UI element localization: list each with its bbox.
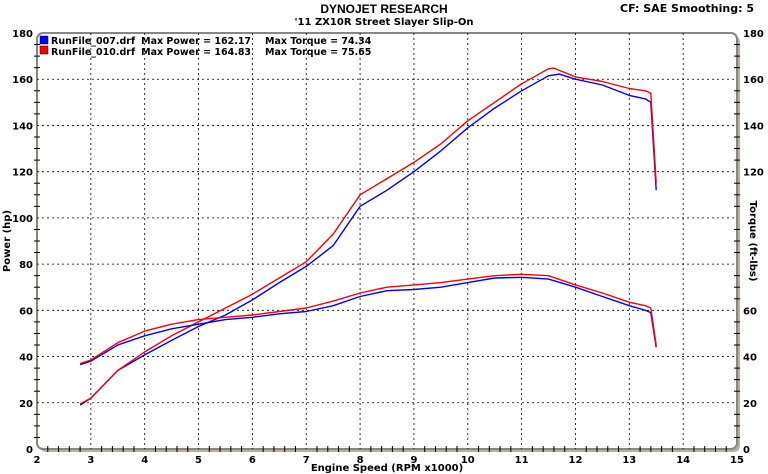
y-tick-label: 60 (19, 306, 33, 317)
y2-tick-label: 60 (743, 306, 757, 317)
legend-row-1: RunFile_007.drf Max Power = 162.17 Max Tor… (51, 36, 372, 47)
y2-tick-label: 140 (743, 121, 764, 132)
y-axis-label: Power (hp) (2, 210, 13, 272)
x-axis-label: Engine Speed (RPM x1000) (311, 463, 463, 474)
y-tick-label: 100 (12, 214, 33, 225)
y-tick-label: 140 (12, 121, 33, 132)
y-tick-label: 120 (12, 168, 33, 179)
y-tick-label: 20 (19, 399, 33, 410)
x-tick-label: 14 (676, 455, 690, 466)
legend: RunFile_007.drf Max Power = 162.17 Max Tor… (39, 35, 372, 58)
x-tick-label: 8 (357, 455, 364, 466)
x-tick-label: 12 (569, 455, 583, 466)
series-line-power-RunFile_007-drf (79, 73, 657, 406)
y2-tick-label: 20 (743, 399, 757, 410)
correction-settings: CF: SAE Smoothing: 5 (620, 2, 754, 15)
y2-tick-label: 0 (743, 445, 750, 456)
y-tick-label: 180 (12, 29, 33, 40)
legend-row-2: RunFile_010.drf Max Power = 164.83 Max Tor… (51, 47, 371, 58)
legend-file-2: RunFile_010.drf (51, 47, 136, 58)
legend-torque-1: Max Torque = 74.34 (265, 36, 372, 47)
y2-tick-label: 120 (743, 168, 764, 179)
series-line-torque-RunFile_010-drf (79, 273, 657, 365)
x-tick-label: 15 (730, 455, 744, 466)
legend-file-1: RunFile_007.drf (51, 36, 136, 47)
series-line-torque-RunFile_007-drf (79, 276, 657, 366)
x-tick-label: 2 (34, 455, 41, 466)
x-tick-label: 4 (141, 455, 148, 466)
legend-swatch-blue (39, 35, 49, 45)
y-tick-label: 160 (12, 75, 33, 86)
y-tick-label: 80 (19, 260, 33, 271)
y-tick-label: 40 (19, 353, 33, 364)
series-line-power-RunFile_010-drf (79, 67, 657, 405)
legend-swatch-red (39, 45, 49, 55)
legend-power-1: Max Power = 162.17 (141, 36, 251, 47)
x-tick-label: 3 (87, 455, 94, 466)
y2-axis-label: Torque (ft-lbs) (747, 201, 758, 282)
x-tick-label: 5 (195, 455, 202, 466)
x-tick-label: 11 (515, 455, 529, 466)
y2-tick-label: 160 (743, 75, 764, 86)
x-tick-label: 13 (622, 455, 636, 466)
y2-tick-label: 40 (743, 353, 757, 364)
legend-power-2: Max Power = 164.83 (141, 47, 251, 58)
y2-tick-label: 180 (743, 29, 764, 40)
x-tick-label: 7 (303, 455, 310, 466)
x-tick-label: 9 (410, 455, 417, 466)
y-tick-label: 0 (26, 445, 33, 456)
chart-subtitle: '11 ZX10R Street Slayer Slip-On (294, 17, 474, 28)
legend-torque-2: Max Torque = 75.65 (265, 47, 371, 58)
x-tick-label: 6 (249, 455, 256, 466)
x-tick-label: 10 (461, 455, 475, 466)
chart-title: DYNOJET RESEARCH (320, 2, 448, 16)
